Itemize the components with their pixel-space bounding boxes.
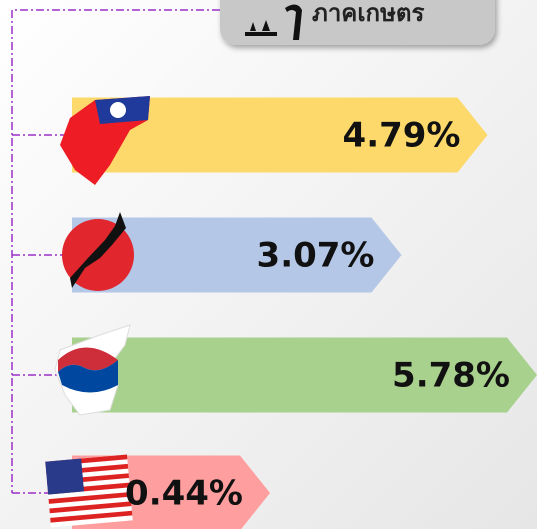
flag [45,454,133,528]
flag-taiwan-sun [110,102,126,118]
value-label: 3.07% [257,236,375,276]
title-icon [245,4,302,41]
flag [62,212,134,291]
value-label: 5.78% [392,356,510,396]
chart-title: ภาคเกษตร [312,0,424,27]
usa-stripe [49,501,132,514]
usa-stripe [50,510,133,523]
value-label: 0.44% [125,474,243,514]
title-box [220,0,495,45]
bar [72,337,537,413]
flag [54,324,131,416]
usa-stripe [48,492,131,504]
korea-blue [58,360,118,393]
flag [60,96,150,185]
connector-trunk [11,9,220,493]
bar [72,97,488,173]
value-label: 4.79% [343,116,461,156]
usa-canton [45,458,85,495]
korea-red [58,347,118,372]
bar [72,217,402,293]
japan-map [70,212,126,288]
